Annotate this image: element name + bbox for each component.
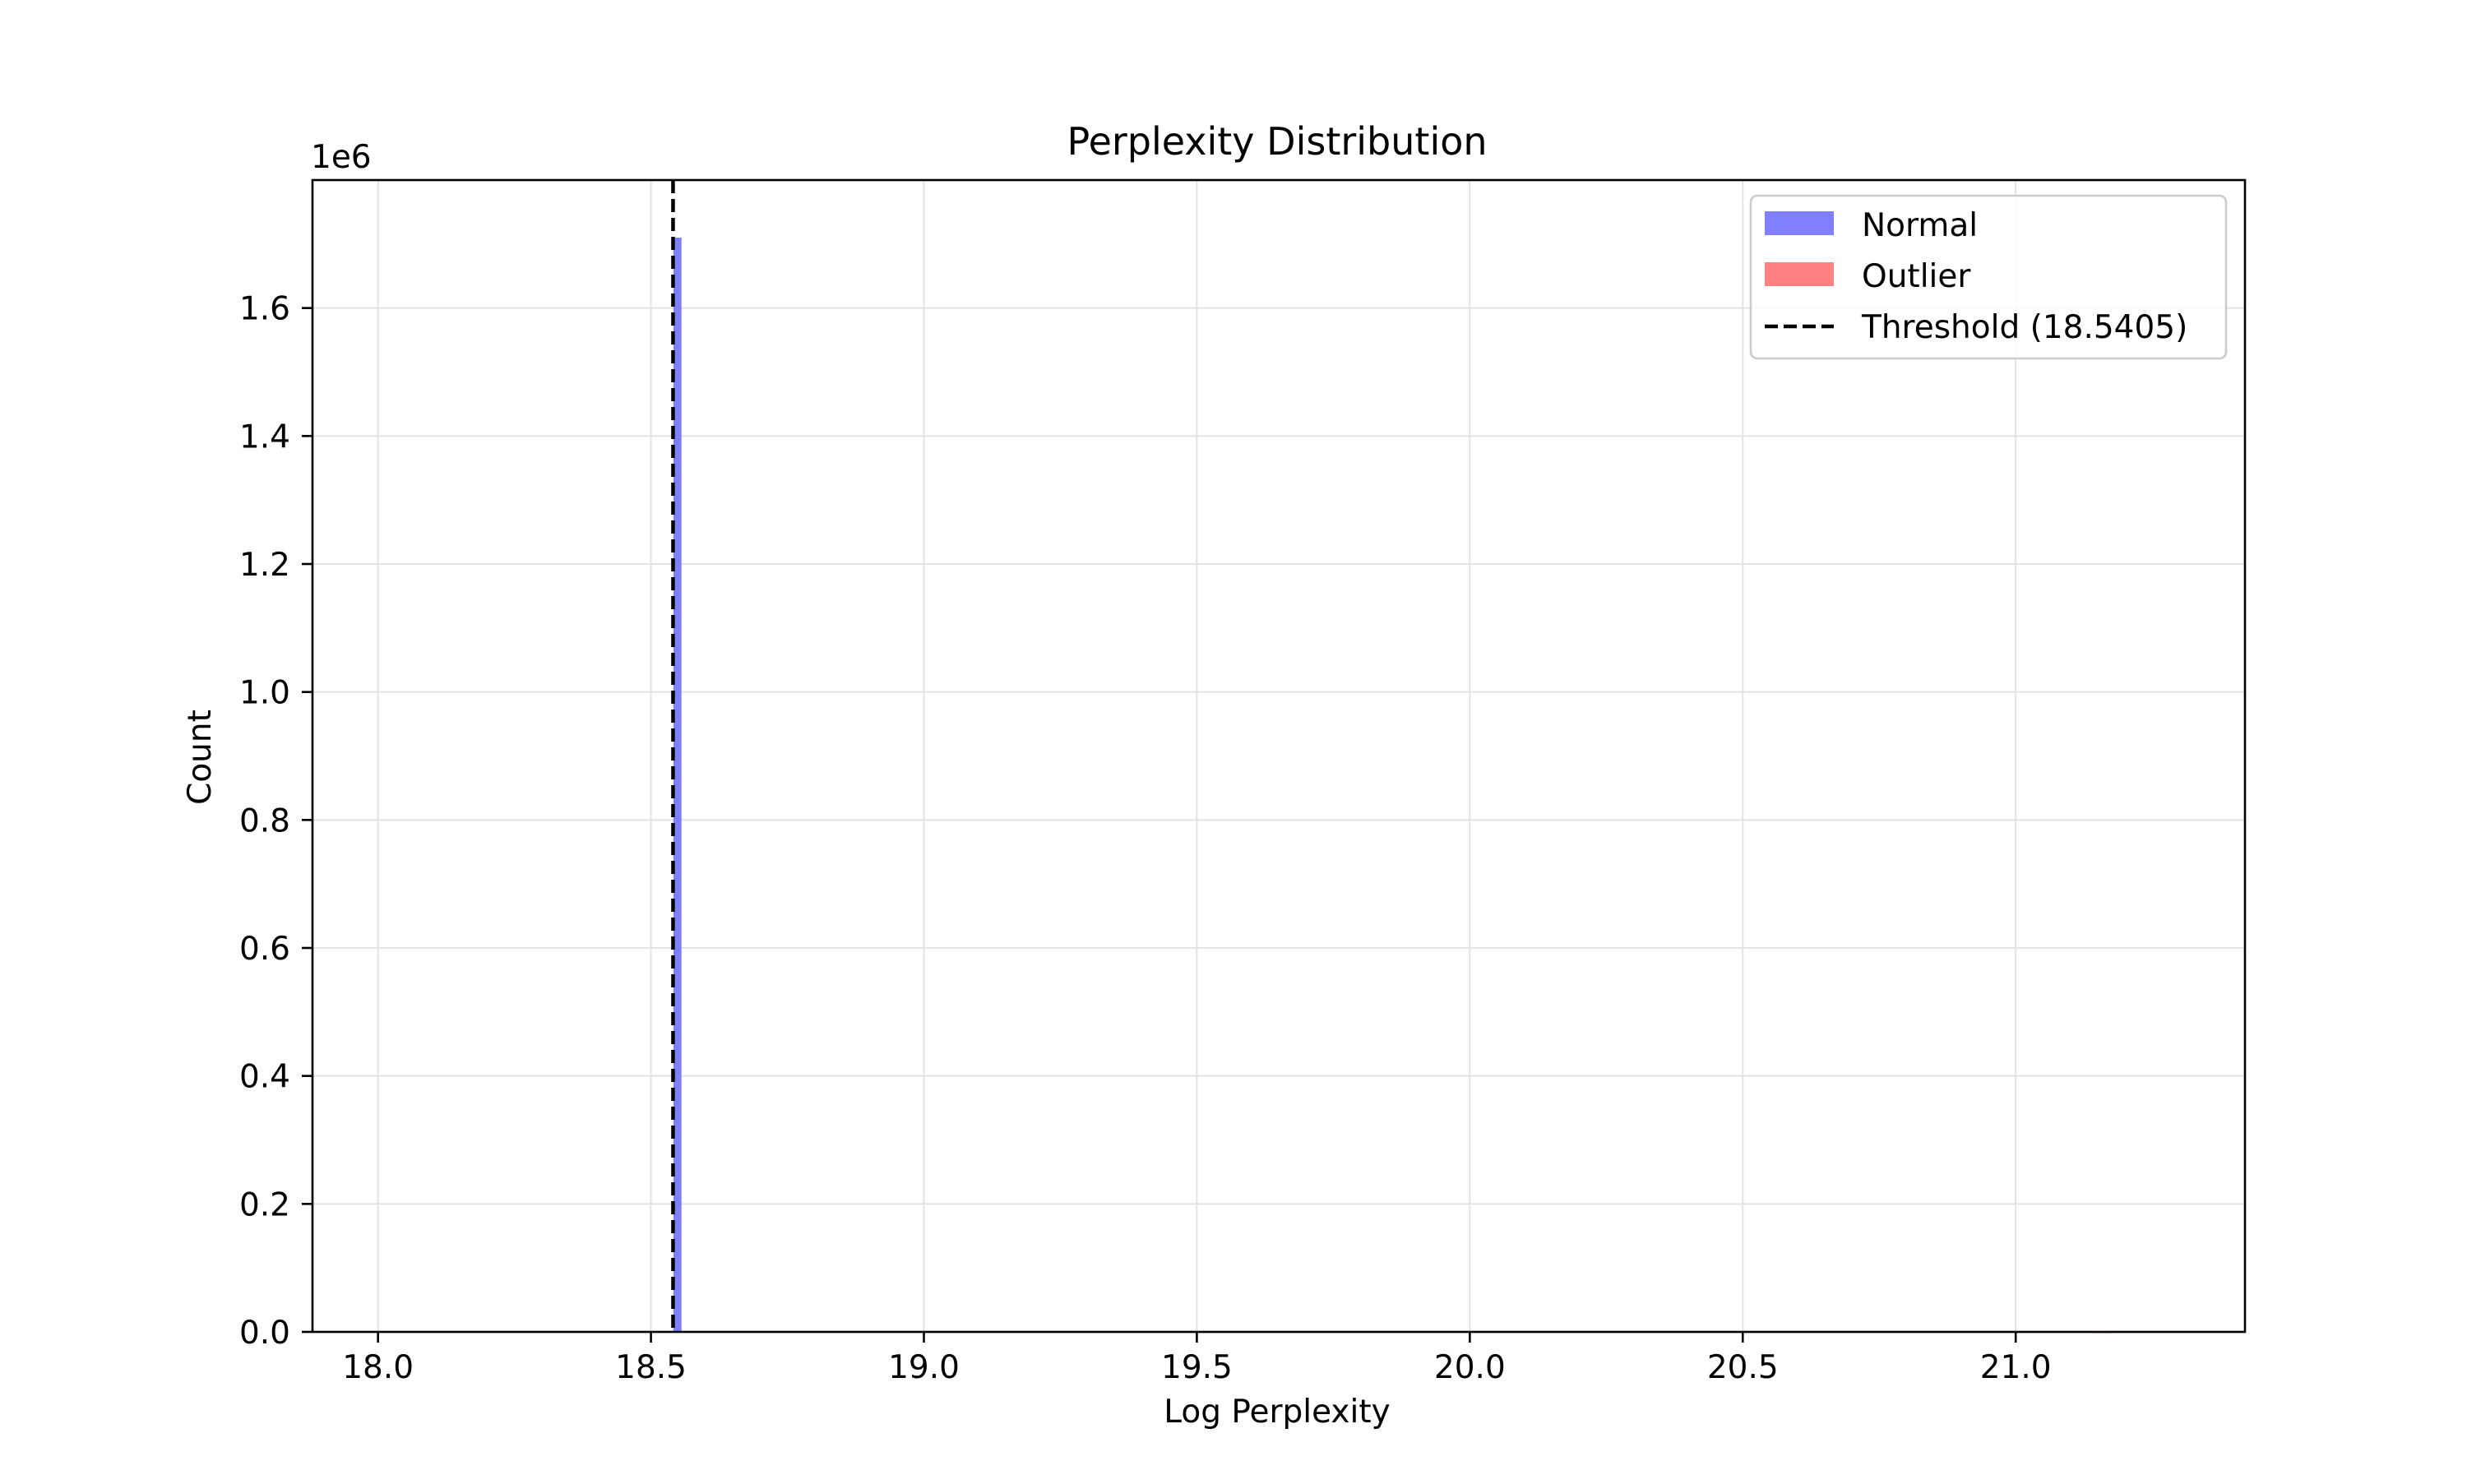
x-tick-label: 18.0 (342, 1349, 414, 1386)
legend-frame (1749, 194, 2228, 360)
legend-label-threshold: Threshold (18.5405) (1861, 309, 2187, 346)
y-tick-label: 0.8 (239, 802, 290, 839)
x-tick-label: 19.5 (1161, 1349, 1233, 1386)
y-tick-label: 1.6 (239, 291, 290, 328)
plot-frame (311, 178, 2247, 1334)
y-tick-label: 0.6 (239, 931, 290, 968)
y-tick-label: 0.4 (239, 1059, 290, 1096)
histogram-bars (673, 238, 2114, 1334)
x-axis-ticks: 18.0 18.5 19.0 19.5 20.0 20.5 21.0 (342, 1332, 2052, 1386)
x-tick-label: 21.0 (1980, 1349, 2052, 1386)
bar-normal (673, 238, 682, 1332)
x-tick-label: 18.5 (615, 1349, 687, 1386)
legend-swatch-normal (1765, 211, 1834, 235)
y-tick-label: 1.4 (239, 418, 290, 455)
y-axis-label: Count (182, 710, 219, 805)
y-tick-label: 1.2 (239, 547, 290, 584)
legend-swatch-outlier (1765, 262, 1834, 286)
x-tick-label: 20.5 (1707, 1349, 1779, 1386)
y-scale-label: 1e6 (311, 139, 372, 176)
grid-lines (312, 180, 2245, 1333)
x-axis-label: Log Perplexity (1164, 1394, 1390, 1431)
legend-label-normal: Normal (1862, 207, 1978, 244)
y-tick-label: 0.0 (239, 1315, 290, 1352)
legend: Normal Outlier Threshold (18.5405) (1749, 194, 2228, 360)
y-axis-ticks: 0.0 0.2 0.4 0.6 0.8 1.0 1.2 1.4 1.6 (239, 291, 312, 1352)
y-tick-label: 0.2 (239, 1186, 290, 1223)
x-tick-label: 20.0 (1434, 1349, 1506, 1386)
legend-label-outlier: Outlier (1862, 258, 1971, 295)
y-tick-label: 1.0 (239, 675, 290, 712)
x-tick-label: 19.0 (888, 1349, 960, 1386)
chart-title: Perplexity Distribution (1067, 119, 1487, 164)
